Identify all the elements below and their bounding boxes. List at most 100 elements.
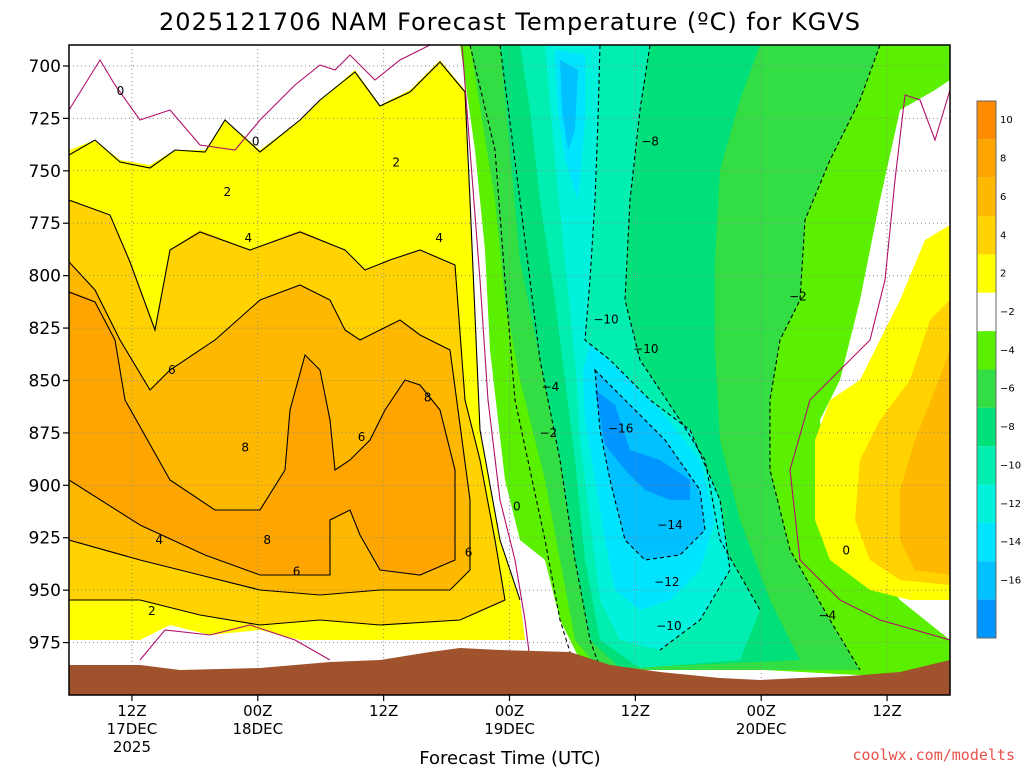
contour-label-text: 2 <box>148 604 156 618</box>
contour-m8 <box>624 45 761 611</box>
contour-label-text: 8 <box>241 441 249 455</box>
colorbar-swatch <box>977 331 996 370</box>
y-tick-label: 825 <box>29 319 61 339</box>
credit-text: coolwx.com/modelts <box>852 746 1015 764</box>
contour-label-text: −4 <box>818 608 836 622</box>
x-tick-label: 18DEC <box>232 720 283 738</box>
contour-label-text: 4 <box>435 231 443 245</box>
contour-label-text: −2 <box>539 426 557 440</box>
colorbar-label: −10 <box>1000 460 1021 471</box>
y-tick-label: 725 <box>29 109 61 129</box>
x-tick-label: 12Z <box>621 702 650 720</box>
contour-label: 4 <box>435 231 443 245</box>
contour-label-text: −10 <box>633 342 658 356</box>
contour-label: 0 <box>252 134 260 148</box>
contour-m4-front <box>499 45 601 669</box>
contour-label: −12 <box>654 575 679 589</box>
band-lower-white <box>69 625 330 670</box>
colorbar-swatch <box>977 369 996 408</box>
temperature-field <box>69 45 950 695</box>
colorbar-label: 8 <box>1000 154 1006 165</box>
contour-label: 8 <box>263 533 271 547</box>
contour-2 <box>69 61 521 601</box>
colorbar-label: −14 <box>1000 537 1021 548</box>
contour-8 <box>69 291 456 576</box>
y-axis: 700 725 750 775 800 825 850 875 900 925 950 975 <box>29 57 69 654</box>
contour-label-text: −8 <box>641 134 659 148</box>
x-tick-label: 00Z <box>495 702 524 720</box>
colorbar-swatch <box>977 561 996 600</box>
contour-label-text: 6 <box>168 363 176 377</box>
x-axis-label: Forecast Time (UTC) <box>419 748 600 768</box>
contour-0-left <box>69 45 431 151</box>
x-tick-label: 00Z <box>243 702 272 720</box>
colorbar-swatch <box>977 599 996 638</box>
y-tick-label: 800 <box>29 267 61 287</box>
colorbar-label: −4 <box>1000 345 1015 356</box>
contour-label-text: −12 <box>654 575 679 589</box>
colorbar-swatch <box>977 407 996 447</box>
contour-label: 6 <box>293 564 301 578</box>
colorbar: 10 8 6 4 2 −2 −4 −6 −8 −10 −12 −14 −16 <box>976 100 1021 639</box>
contour-label: −16 <box>608 422 633 436</box>
contour-0-front <box>461 45 531 661</box>
contour-label-text: 4 <box>245 231 253 245</box>
colorbar-frame <box>976 100 997 639</box>
contour-0-lower <box>139 624 331 661</box>
contour-label-text: 0 <box>252 134 260 148</box>
x-tick-label: 12Z <box>369 702 398 720</box>
contour-m14 <box>594 368 706 561</box>
colorbar-label: 6 <box>1000 192 1006 203</box>
contour-label-text: −16 <box>608 422 633 436</box>
contour-m2-front <box>469 45 576 669</box>
colorbar-label: 10 <box>1000 115 1013 126</box>
contour-label-text: 6 <box>358 430 366 444</box>
contour-label: −10 <box>593 313 618 327</box>
colorbar-swatch <box>977 522 996 562</box>
contour-label-text: −14 <box>657 518 682 532</box>
terrain <box>69 648 950 695</box>
contour-label: −4 <box>542 380 560 394</box>
colorbar-label: −6 <box>1000 384 1015 395</box>
contour-m10 <box>584 45 731 651</box>
y-tick-label: 900 <box>29 476 61 496</box>
contour-label: −10 <box>633 342 658 356</box>
chart-title: 2025121706 NAM Forecast Temperature (ºC)… <box>159 8 861 36</box>
contour-label-text: −2 <box>789 290 807 304</box>
colorbar-label: −2 <box>1000 307 1015 318</box>
contour-label: 6 <box>168 363 176 377</box>
contour-m2-right <box>769 45 881 671</box>
x-tick-label: 2025 <box>113 738 151 756</box>
contour-label-text: −4 <box>542 380 560 394</box>
colorbar-swatch <box>977 139 996 178</box>
band-m16-m18 <box>595 390 690 500</box>
contour-label-text: 0 <box>513 499 521 513</box>
y-tick-label: 775 <box>29 214 61 234</box>
y-tick-label: 975 <box>29 634 61 654</box>
contour-label: 8 <box>241 441 249 455</box>
contour-label: 0 <box>117 84 125 98</box>
y-tick-label: 750 <box>29 162 61 182</box>
contour-label: 4 <box>155 533 163 547</box>
contour-label-text: −10 <box>656 619 681 633</box>
contour-label: 4 <box>245 231 253 245</box>
colorbar-swatch <box>977 292 996 332</box>
contour-0-right <box>789 89 950 641</box>
contour-label: 6 <box>465 545 473 559</box>
y-tick-label: 925 <box>29 529 61 549</box>
contour-label-text: −10 <box>593 313 618 327</box>
contour-label-text: 4 <box>155 533 163 547</box>
contour-label-text: 8 <box>424 390 432 404</box>
contour-label: 0 <box>513 499 521 513</box>
y-tick-label: 850 <box>29 371 61 391</box>
x-tick-label: 00Z <box>747 702 776 720</box>
colorbar-label: −8 <box>1000 422 1015 433</box>
y-tick-label: 875 <box>29 424 61 444</box>
contour-label-text: 8 <box>263 533 271 547</box>
x-tick-label: 20DEC <box>736 720 787 738</box>
contour-label: −4 <box>818 608 836 622</box>
contour-label-text: 2 <box>224 185 232 199</box>
contour-label: 2 <box>148 604 156 618</box>
colorbar-swatch <box>977 446 996 485</box>
